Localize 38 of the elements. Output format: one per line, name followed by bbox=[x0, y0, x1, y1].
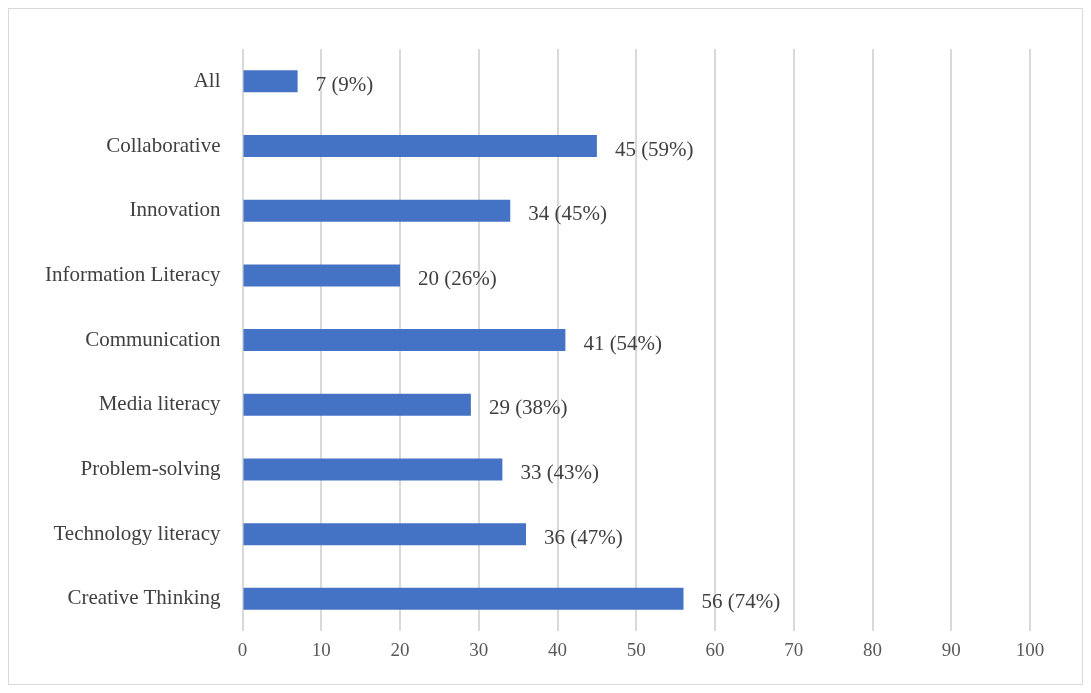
bar bbox=[243, 329, 566, 352]
y-tick-label: Collaborative bbox=[106, 132, 221, 157]
y-tick-label: Innovation bbox=[129, 197, 221, 222]
data-label: 56 (74%) bbox=[701, 589, 781, 614]
x-tick-label: 70 bbox=[784, 638, 804, 660]
x-tick-label: 30 bbox=[469, 638, 489, 660]
y-tick-label: Creative Thinking bbox=[67, 585, 221, 610]
x-tick-label: 100 bbox=[1015, 638, 1045, 660]
y-tick-label: Technology literacy bbox=[53, 520, 222, 545]
bar bbox=[243, 264, 401, 287]
data-label: 34 (45%) bbox=[528, 201, 607, 226]
bar bbox=[243, 393, 471, 416]
data-label: 45 (59%) bbox=[614, 136, 694, 161]
bar bbox=[243, 458, 503, 481]
y-tick-label: Communication bbox=[85, 326, 221, 351]
data-label: 7 (9%) bbox=[315, 71, 374, 96]
x-tick-label: 20 bbox=[390, 638, 410, 660]
x-tick-label: 80 bbox=[863, 638, 882, 660]
y-tick-label: Information Literacy bbox=[44, 261, 221, 286]
x-tick-label: 60 bbox=[705, 638, 725, 660]
x-tick-label: 90 bbox=[941, 638, 961, 660]
data-label: 20 (26%) bbox=[418, 265, 497, 290]
y-tick-label: Problem-solving bbox=[80, 455, 221, 480]
y-tick-label: All bbox=[193, 67, 221, 92]
y-tick-label: Media literacy bbox=[98, 391, 221, 416]
x-tick-label: 50 bbox=[626, 638, 646, 660]
x-tick-label: 10 bbox=[311, 638, 331, 660]
bar bbox=[243, 199, 511, 222]
x-tick-label: 0 bbox=[237, 638, 248, 660]
bar bbox=[243, 523, 526, 546]
x-tick-label: 40 bbox=[548, 638, 567, 660]
bar bbox=[243, 135, 597, 158]
data-label: 36 (47%) bbox=[544, 524, 623, 549]
data-label: 33 (43%) bbox=[520, 459, 600, 484]
bar bbox=[243, 70, 298, 93]
bar bbox=[243, 587, 684, 610]
data-label: 29 (38%) bbox=[488, 395, 568, 420]
data-label: 41 (54%) bbox=[583, 330, 663, 355]
